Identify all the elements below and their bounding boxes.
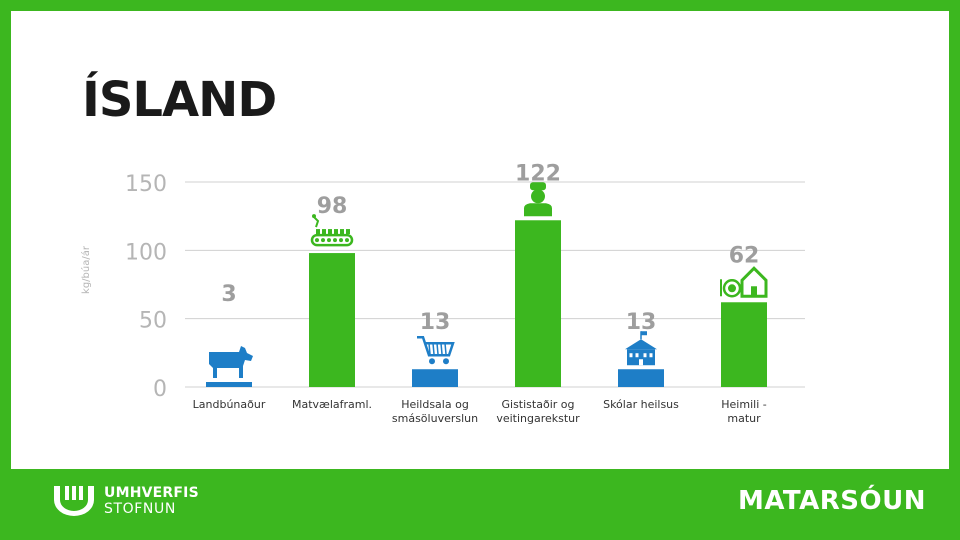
value-labels: 3 98 13 122 13 62 xyxy=(221,161,759,335)
logo-text-line1: UMHVERFIS xyxy=(104,485,199,501)
value-label: 3 xyxy=(221,282,236,307)
category-labels: Landbúnaður Matvælaframl. Heildsala og smás… xyxy=(193,398,767,425)
y-tick-label: 0 xyxy=(153,377,167,402)
umhverfisstofnun-logo: UMHVERFIS STOFNUN xyxy=(52,484,199,518)
bar-4 xyxy=(515,220,561,387)
chef-icon xyxy=(524,182,552,217)
bar-5 xyxy=(618,369,664,387)
y-tick-label: 50 xyxy=(139,309,167,334)
grid-lines xyxy=(185,181,805,388)
home-plate-icon xyxy=(720,266,768,298)
shopping-cart-icon xyxy=(417,335,455,365)
factory-conveyor-icon xyxy=(310,214,354,247)
logo-text-line2: STOFNUN xyxy=(104,501,176,517)
category-label: Landbúnaður xyxy=(193,398,266,411)
category-label: Matvælaframl. xyxy=(292,398,372,411)
y-tick-label: 150 xyxy=(125,172,167,197)
bar-icons xyxy=(209,182,768,378)
logo-mark-icon xyxy=(54,486,94,516)
bar-3 xyxy=(412,369,458,387)
category-label: Gististaðir og veitingarekstur xyxy=(496,398,580,425)
footer-section-title: MATARSÓUN xyxy=(737,486,926,516)
bars xyxy=(206,220,767,387)
category-label: Skólar heilsus xyxy=(603,398,679,411)
y-axis-ticks: 0 50 100 150 xyxy=(125,172,167,402)
value-label: 13 xyxy=(420,310,451,335)
bar-1 xyxy=(206,382,252,387)
school-building-icon xyxy=(625,331,657,366)
category-label: Heimili -matur xyxy=(721,398,766,425)
value-label: 62 xyxy=(729,243,760,268)
cow-icon xyxy=(209,346,253,378)
category-label: Heildsala og smásöluverslun xyxy=(392,398,478,425)
value-label: 122 xyxy=(515,161,561,186)
y-axis-label: kg/búa/ár xyxy=(80,245,92,294)
content-panel xyxy=(11,11,949,469)
value-label: 98 xyxy=(317,194,348,219)
bar-6 xyxy=(721,302,767,387)
page-title: ÍSLAND xyxy=(82,72,277,128)
bar-2 xyxy=(309,253,355,387)
value-label: 13 xyxy=(626,310,657,335)
y-tick-label: 100 xyxy=(125,240,167,265)
